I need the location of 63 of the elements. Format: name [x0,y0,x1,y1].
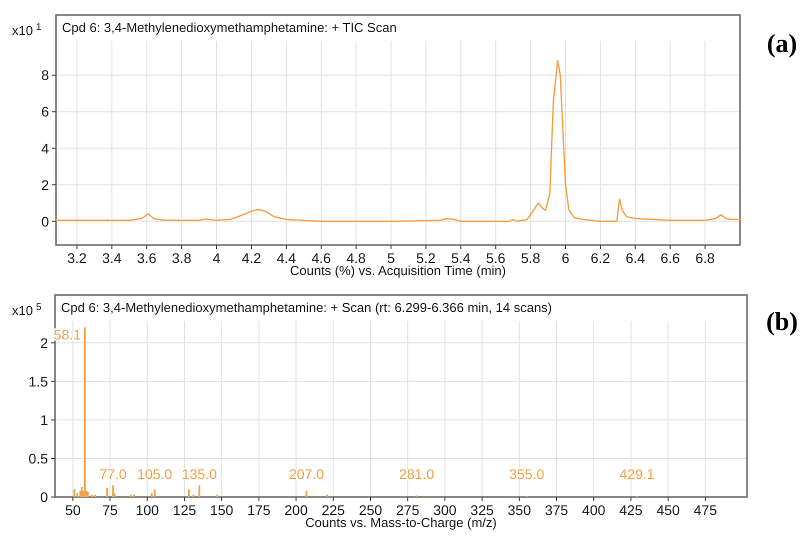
annotation: 105.0 [137,466,172,482]
x-tick-label: 450 [656,502,680,518]
chart-title: Cpd 6: 3,4-Methylenedioxymethamphetamine: + TIC Scan [62,20,397,35]
x-tick-label: 475 [694,502,718,518]
x-tick-label: 4.4 [276,250,296,266]
annotation: 281.0 [399,466,434,482]
annotation: 355.0 [509,466,544,482]
x-tick-label: 325 [470,502,494,518]
x-tick-label: 150 [210,502,234,518]
x-tick-label: 375 [544,502,568,518]
x-tick-label: 125 [172,502,196,518]
annotation: 77.0 [99,466,127,482]
chart-title: Cpd 6: 3,4-Methylenedioxymethamphetamine: + Scan (rt: 6.299-6.366 min, 14 scans) [61,300,552,315]
y-tick-label: 2 [40,334,48,351]
y-axis-title: x10$^{5}$ [12,302,42,318]
x-tick-label: 4.6 [311,250,332,266]
x-tick-label: 6.4 [626,250,646,266]
x-tick-label: 250 [358,502,382,518]
x-tick-label: 4 [212,250,221,266]
x-tick-label: 3.2 [67,250,87,266]
x-tick-label: 5.6 [486,250,506,266]
annotation: 207.0 [288,466,324,482]
x-tick-label: 300 [433,502,457,518]
annotation: 135.0 [182,466,218,482]
y-tick-label: 1.5 [28,373,48,390]
x-tick-label: 175 [247,502,271,518]
y-tick-label: 8 [41,67,50,84]
x-tick-label: 6.2 [590,250,610,266]
x-tick-label: 3.4 [102,250,122,266]
x-tick-label: 6.6 [660,250,680,266]
x-axis-title: Counts (%) vs. Acquisition Time (min) [290,263,506,278]
x-tick-label: 5.2 [416,250,436,266]
x-tick-label: 4.2 [242,250,262,266]
line-series [55,60,741,222]
x-axis-title: Counts vs. Mass-to-Charge (m/z) [305,515,497,530]
x-tick-label: 200 [284,502,308,518]
y-tick-label: 0 [40,489,48,505]
y-tick-label: 1 [40,412,48,428]
annotation: 429.1 [620,466,655,482]
x-tick-label: 275 [396,502,420,518]
y-tick-label: 0 [41,213,50,230]
text: (a) [766,29,798,58]
text: (b) [766,307,798,336]
x-tick-label: 425 [619,502,643,518]
x-tick-label: 4.8 [346,250,366,266]
x-tick-label: 5.4 [451,250,471,266]
y-tick-label: 0.5 [28,450,48,466]
x-tick-label: 225 [322,502,346,518]
y-tick-label: 2 [41,176,50,193]
y-tick-label: 6 [41,104,50,120]
x-tick-label: 100 [136,502,160,518]
x-tick-label: 6 [562,250,570,266]
x-tick-label: 5 [387,250,396,266]
x-tick-label: 50 [65,502,81,518]
x-tick-label: 3.6 [137,250,157,266]
x-tick-label: 75 [102,502,118,518]
x-tick-label: 6.8 [695,250,716,266]
x-tick-label: 400 [582,502,606,518]
y-axis-title: x10$^{1}$ [12,22,42,38]
x-tick-label: 350 [508,502,532,518]
x-tick-label: 3.8 [172,250,192,266]
y-tick-label: 4 [41,140,50,156]
x-tick-label: 5.8 [520,250,541,266]
